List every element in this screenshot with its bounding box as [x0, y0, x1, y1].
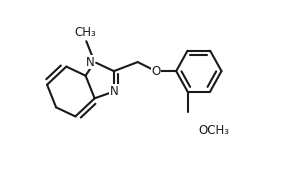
- Text: O: O: [151, 65, 161, 78]
- Text: N: N: [109, 85, 118, 98]
- Text: CH₃: CH₃: [75, 26, 96, 39]
- Text: OCH₃: OCH₃: [199, 124, 230, 137]
- Text: N: N: [86, 56, 95, 69]
